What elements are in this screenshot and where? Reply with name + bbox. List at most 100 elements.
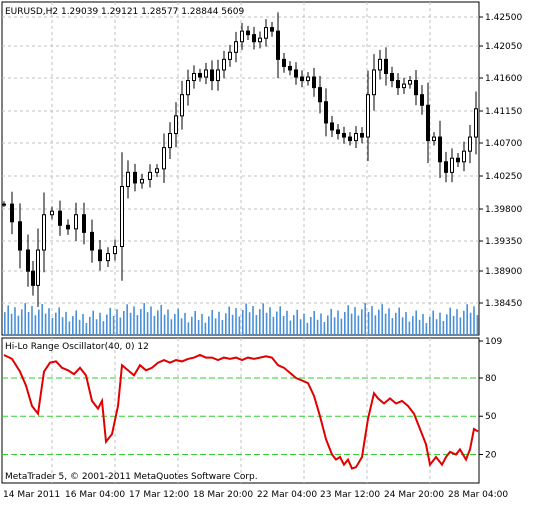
volume-bar	[350, 313, 353, 335]
candle-body	[444, 161, 448, 173]
candle	[148, 164, 152, 188]
volume-bar	[391, 318, 394, 335]
candle	[120, 152, 124, 281]
volume-bar	[85, 322, 88, 335]
candle-body	[462, 150, 466, 163]
candle	[390, 66, 394, 88]
volume-bar	[160, 305, 162, 335]
price-tick-label: 1.42500	[485, 13, 522, 23]
volume-bar	[146, 312, 149, 335]
candle	[300, 70, 304, 88]
candle-body	[258, 37, 262, 43]
volume-bar	[31, 306, 33, 335]
volume-bar	[187, 322, 190, 335]
candle	[246, 25, 250, 40]
volume-bar	[61, 317, 64, 335]
volume-bar	[299, 319, 302, 335]
candle-body	[42, 214, 46, 251]
volume-bar	[225, 313, 227, 335]
volume-bar	[330, 308, 332, 335]
volume-bar	[337, 310, 339, 335]
volume-bar	[425, 322, 428, 335]
candle	[162, 133, 166, 183]
candle-body	[246, 30, 250, 36]
volume-bar	[75, 310, 77, 335]
volume-bar	[204, 322, 207, 335]
volume-bar	[398, 307, 400, 335]
volume-bar	[347, 305, 349, 335]
volume-bar	[276, 311, 278, 335]
candle-body	[58, 210, 62, 226]
volume-bar	[252, 306, 254, 335]
volume-bar	[78, 319, 81, 335]
volume-bar	[218, 311, 220, 335]
volume-bar	[435, 319, 438, 335]
candle-body	[168, 133, 172, 149]
volume-bar	[157, 310, 159, 335]
candle	[222, 50, 226, 79]
volume-bar	[163, 314, 166, 335]
volume-bar	[446, 314, 448, 335]
price-tick-label: 1.40250	[485, 172, 522, 182]
volume-bar	[442, 321, 445, 335]
volume-bar	[306, 322, 309, 335]
indicator-header: Hi-Lo Range Oscillator(40, 0) 12	[5, 342, 149, 352]
candle-body	[402, 83, 406, 89]
main-chart-header: EURUSD,H2 1.29039 1.29121 1.28577 1.2884…	[5, 7, 244, 17]
volume-bar	[123, 310, 125, 335]
volume-bar	[405, 311, 407, 335]
volume-bar	[248, 312, 251, 335]
price-tick-label: 1.41150	[485, 107, 522, 117]
time-tick-label: 24 Mar 20:00	[384, 490, 444, 500]
candle	[420, 85, 424, 115]
volume-bar	[106, 314, 108, 335]
price-tick-label: 1.38900	[485, 267, 522, 277]
main-chart-panel[interactable]: 1.42500 1.42050 1.41600 1.41150 1.40700 1.402…	[1, 1, 522, 336]
candle-body	[66, 224, 70, 230]
candle-body	[2, 203, 6, 206]
volume-bar	[109, 307, 111, 335]
volume-bar	[17, 315, 20, 335]
volume-bar	[228, 306, 230, 335]
candle-body	[106, 253, 110, 262]
volume-bar	[112, 316, 115, 335]
candle	[342, 126, 346, 144]
candle-body	[366, 94, 370, 138]
candle	[264, 19, 268, 47]
volume-bar	[136, 315, 139, 335]
oscillator-line	[3, 353, 479, 470]
candle-body	[474, 108, 478, 138]
volume-bar	[374, 315, 377, 335]
candle-body	[98, 249, 102, 262]
candle	[26, 234, 30, 287]
time-tick-label: 23 Mar 12:00	[320, 490, 380, 500]
volume-bar	[371, 306, 373, 335]
volume-bar	[340, 318, 343, 335]
candle-body	[324, 101, 328, 124]
volume-bar	[449, 307, 451, 335]
volume-bar	[208, 316, 210, 335]
volume-bar	[140, 309, 142, 335]
candle-body	[342, 133, 346, 138]
candle-body	[210, 69, 214, 82]
candle	[10, 191, 14, 235]
candle-body	[148, 171, 152, 180]
volume-bar	[191, 316, 193, 335]
main-chart-grid	[2, 2, 479, 335]
candle	[82, 202, 86, 245]
candle-body	[36, 249, 40, 286]
candle	[372, 54, 376, 111]
volume-bar	[408, 321, 411, 335]
volume-bar	[439, 312, 441, 335]
indicator-levels	[2, 377, 479, 455]
volume-bar	[235, 308, 237, 335]
candle-body	[216, 69, 220, 82]
volume-bar	[313, 310, 315, 335]
volume-bar	[116, 309, 118, 335]
candle-body	[198, 72, 202, 78]
indicator-panel[interactable]: 109 80 50 20 Hi-Lo Range Oscillator(40, 0) …	[1, 337, 502, 484]
price-tick-label: 1.39800	[485, 205, 522, 215]
candle-body	[300, 76, 304, 82]
candle	[126, 160, 130, 199]
